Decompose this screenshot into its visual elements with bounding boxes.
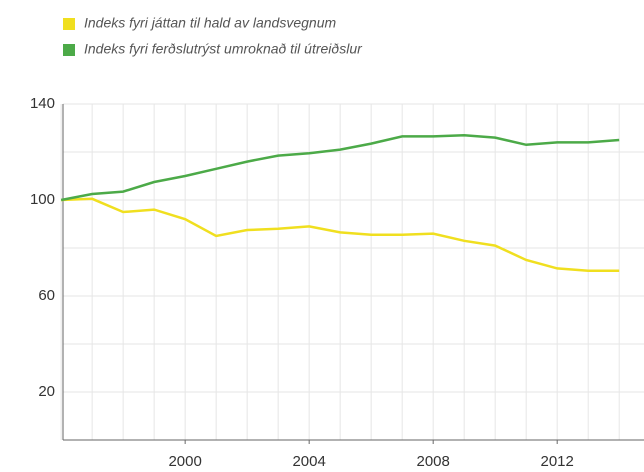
line-series <box>61 197 620 273</box>
y-tick-label: 100 <box>30 191 55 208</box>
legend-swatch <box>63 18 75 30</box>
y-tick-label: 140 <box>30 95 55 112</box>
x-tick-label: 2008 <box>416 453 449 470</box>
y-tick-label: 60 <box>38 287 55 304</box>
x-tick-label: 2012 <box>541 453 574 470</box>
line-series <box>60 133 620 202</box>
legend-label: Indeks fyri ferðslutrýst umroknað til út… <box>84 41 363 57</box>
x-tick-label: 2000 <box>168 453 201 470</box>
y-tick-label: 20 <box>38 383 55 400</box>
legend-label: Indeks fyri játtan til hald av landsvegn… <box>84 15 336 31</box>
legend-swatch <box>63 44 75 56</box>
x-tick-label: 2004 <box>292 453 325 470</box>
